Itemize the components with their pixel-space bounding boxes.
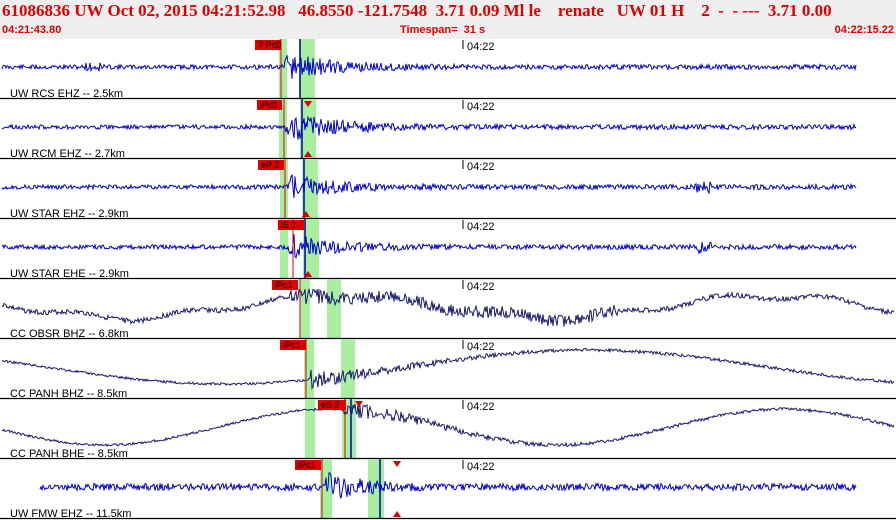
time-tick-label: 04:22 (467, 281, 495, 293)
phase-marker (393, 511, 401, 517)
waveform-trace (39, 472, 857, 499)
event-title: 61086836 UW Oct 02, 2015 04:21:52.98 46.… (2, 1, 832, 20)
channel-row[interactable]: 04:22 ? Pc0 UW RCS EHZ -- 2.5km (0, 39, 896, 100)
pick-label-box[interactable] (278, 220, 304, 230)
waveform-trace (1, 173, 857, 198)
pick-window (304, 339, 314, 399)
pick-window (302, 159, 318, 219)
pick-window (279, 39, 287, 99)
waveform-trace (1, 347, 895, 390)
channel-row[interactable]: 04:22 iS 1 UW STAR EHE -- 2.9km (0, 219, 896, 280)
channel-label: UW STAR EHZ -- 2.9km (10, 208, 128, 220)
phase-marker (393, 461, 401, 467)
time-tick-label: 04:22 (467, 461, 495, 473)
pick-label-box[interactable] (295, 460, 321, 470)
channel-label: UW FMW EHZ -- 11.5km (10, 508, 131, 520)
pick-label-box[interactable] (258, 160, 284, 170)
time-tick-label: 04:22 (467, 401, 495, 413)
pick-window (279, 99, 287, 159)
pick-label: iS 1 (281, 220, 297, 230)
phase-marker (304, 151, 312, 157)
time-tick-label: 04:22 (467, 161, 495, 173)
pick-label-box[interactable] (280, 340, 306, 350)
seismogram-panel[interactable]: 04:22 ? Pc0 UW RCS EHZ -- 2.5km 04:22 iPd1 UW… (0, 39, 896, 520)
pick-window (280, 159, 288, 219)
waveform-trace (1, 54, 857, 79)
time-tick-label: 04:22 (467, 221, 495, 233)
waveform-trace (1, 234, 857, 259)
phase-marker (304, 101, 312, 107)
channel-label: UW RCM EHZ -- 2.7km (10, 148, 125, 160)
end-time: 04:22:15.22 (834, 24, 894, 36)
pick-label: eS 2 (321, 400, 340, 410)
pick-label: iPd1 (260, 100, 278, 110)
channel-label: CC PANH BHZ -- 8.5km (10, 388, 127, 400)
phase-marker (302, 211, 310, 217)
pick-window (280, 219, 288, 279)
event-header: 61086836 UW Oct 02, 2015 04:21:52.98 46.… (0, 0, 896, 39)
waveform-trace (1, 403, 895, 448)
pick-label: iPc1 (298, 460, 316, 470)
waveform-trace (1, 115, 857, 140)
pick-label-box[interactable] (272, 280, 298, 290)
channel-row[interactable]: 04:22 iPc1 UW FMW EHZ -- 11.5km (0, 459, 896, 520)
pick-label: ? Pc0 (258, 40, 281, 50)
pick-label-box[interactable] (257, 100, 282, 110)
timespan-label: Timespan= 31 s (400, 24, 486, 36)
pick-window (341, 339, 355, 399)
time-tick-label: 04:22 (467, 341, 495, 353)
channel-row[interactable]: 04:22 iPd1 UW RCM EHZ -- 2.7km (0, 99, 896, 160)
pick-label-box[interactable] (318, 400, 346, 410)
start-time: 04:21:43.80 (2, 24, 62, 36)
time-tick-label: 04:22 (467, 101, 495, 113)
channel-label: CC OBSR BHZ -- 6.8km (10, 328, 129, 340)
pick-label-box[interactable] (255, 40, 281, 50)
pick-window (300, 99, 316, 159)
channel-row[interactable]: 04:22 iPc1 CC PANH BHZ -- 8.5km (0, 339, 896, 400)
pick-label: eP 2 (261, 160, 279, 170)
pick-window (300, 279, 310, 339)
channel-row[interactable]: 04:22 eP 2 UW STAR EHZ -- 2.9km (0, 159, 896, 220)
phase-marker (304, 271, 312, 277)
pick-window (327, 279, 341, 339)
channel-label: UW STAR EHE -- 2.9km (10, 268, 129, 280)
channel-row[interactable]: 04:22 iPc1 CC OBSR BHZ -- 6.8km (0, 279, 896, 340)
pick-window (303, 219, 319, 279)
pick-window (305, 399, 315, 459)
pick-label: iPc1 (275, 280, 293, 290)
time-tick-label: 04:22 (467, 41, 495, 53)
waveform-trace (1, 288, 895, 327)
phase-marker (355, 401, 363, 407)
channel-label: CC PANH BHE -- 8.5km (10, 448, 128, 460)
pick-label: iPc1 (283, 340, 301, 350)
channel-row[interactable]: 04:22 eS 2 CC PANH BHE -- 8.5km (0, 399, 896, 460)
channel-label: UW RCS EHZ -- 2.5km (10, 88, 123, 100)
